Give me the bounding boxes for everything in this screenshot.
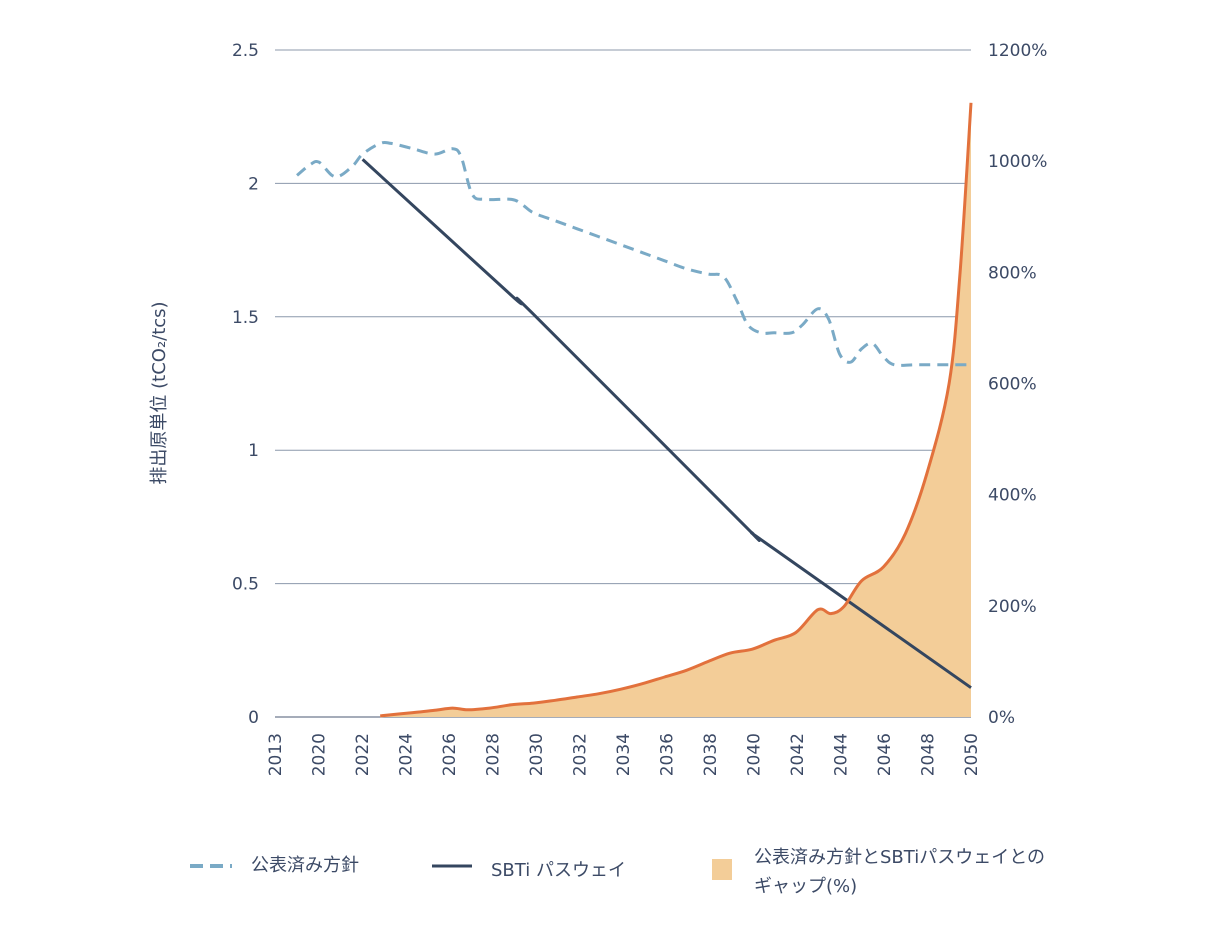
y-axis-left: 0 0.5 1 1.5 2 2.5 <box>232 41 259 728</box>
x-tick-label: 2013 <box>266 733 286 776</box>
y2-tick-label: 1200% <box>988 41 1047 61</box>
x-tick-label: 2032 <box>571 733 591 776</box>
y2-tick-label: 200% <box>988 597 1037 617</box>
y-tick-label: 0 <box>248 708 259 728</box>
y-axis-right: 0% 200% 400% 600% 800% 1000% 1200% <box>988 41 1047 728</box>
x-tick-label: 2034 <box>614 733 634 776</box>
y2-tick-label: 600% <box>988 375 1037 395</box>
y-tick-label: 1 <box>248 441 259 461</box>
x-tick-label: 2040 <box>745 733 765 776</box>
gap-area <box>380 102 971 718</box>
x-axis: 2013 2020 2022 2024 2026 2028 2030 2032 2034 2036… <box>266 733 982 776</box>
legend-label-gap-line1: 公表済み方針とSBTiパスウェイとの <box>754 847 1045 868</box>
y-tick-label: 0.5 <box>232 575 259 595</box>
legend-swatch-area <box>712 859 732 880</box>
x-tick-label: 2048 <box>919 733 939 776</box>
y2-tick-label: 0% <box>988 708 1015 728</box>
y-tick-label: 1.5 <box>232 308 259 328</box>
gap-line <box>380 102 973 718</box>
y-tick-label: 2.5 <box>232 41 259 61</box>
x-tick-label: 2042 <box>788 733 808 776</box>
y-axis-title: 排出原単位 (tCO₂/tcs) <box>149 301 170 484</box>
gap-area-fill <box>380 102 971 718</box>
x-tick-label: 2044 <box>832 733 852 776</box>
published-policy-line <box>296 140 971 367</box>
y2-tick-label: 1000% <box>988 152 1047 172</box>
legend-item-published-policy: 公表済み方針 <box>190 855 359 876</box>
legend-label-sbti-pathway: SBTi パスウェイ <box>491 860 626 881</box>
x-tick-label: 2022 <box>353 733 373 776</box>
x-tick-label: 2020 <box>310 733 330 776</box>
x-tick-label: 2026 <box>440 733 460 776</box>
x-tick-label: 2050 <box>962 733 982 776</box>
y2-tick-label: 400% <box>988 486 1037 506</box>
legend: 公表済み方針 SBTi パスウェイ 公表済み方針とSBTiパスウェイとの ギャッ… <box>190 847 1045 897</box>
x-tick-label: 2024 <box>397 733 417 776</box>
series-lines <box>296 102 973 718</box>
x-tick-label: 2030 <box>527 733 547 776</box>
legend-label-gap-line2: ギャップ(%) <box>754 876 857 897</box>
y-tick-label: 2 <box>248 174 259 194</box>
x-tick-label: 2028 <box>484 733 504 776</box>
x-tick-label: 2036 <box>658 733 678 776</box>
legend-label-published-policy: 公表済み方針 <box>251 855 359 876</box>
x-tick-label: 2038 <box>701 733 721 776</box>
sbti-pathway-line <box>361 158 972 689</box>
legend-item-gap: 公表済み方針とSBTiパスウェイとの ギャップ(%) <box>712 847 1045 897</box>
x-tick-label: 2046 <box>875 733 895 776</box>
y2-tick-label: 800% <box>988 263 1037 283</box>
legend-item-sbti-pathway: SBTi パスウェイ <box>432 860 626 881</box>
